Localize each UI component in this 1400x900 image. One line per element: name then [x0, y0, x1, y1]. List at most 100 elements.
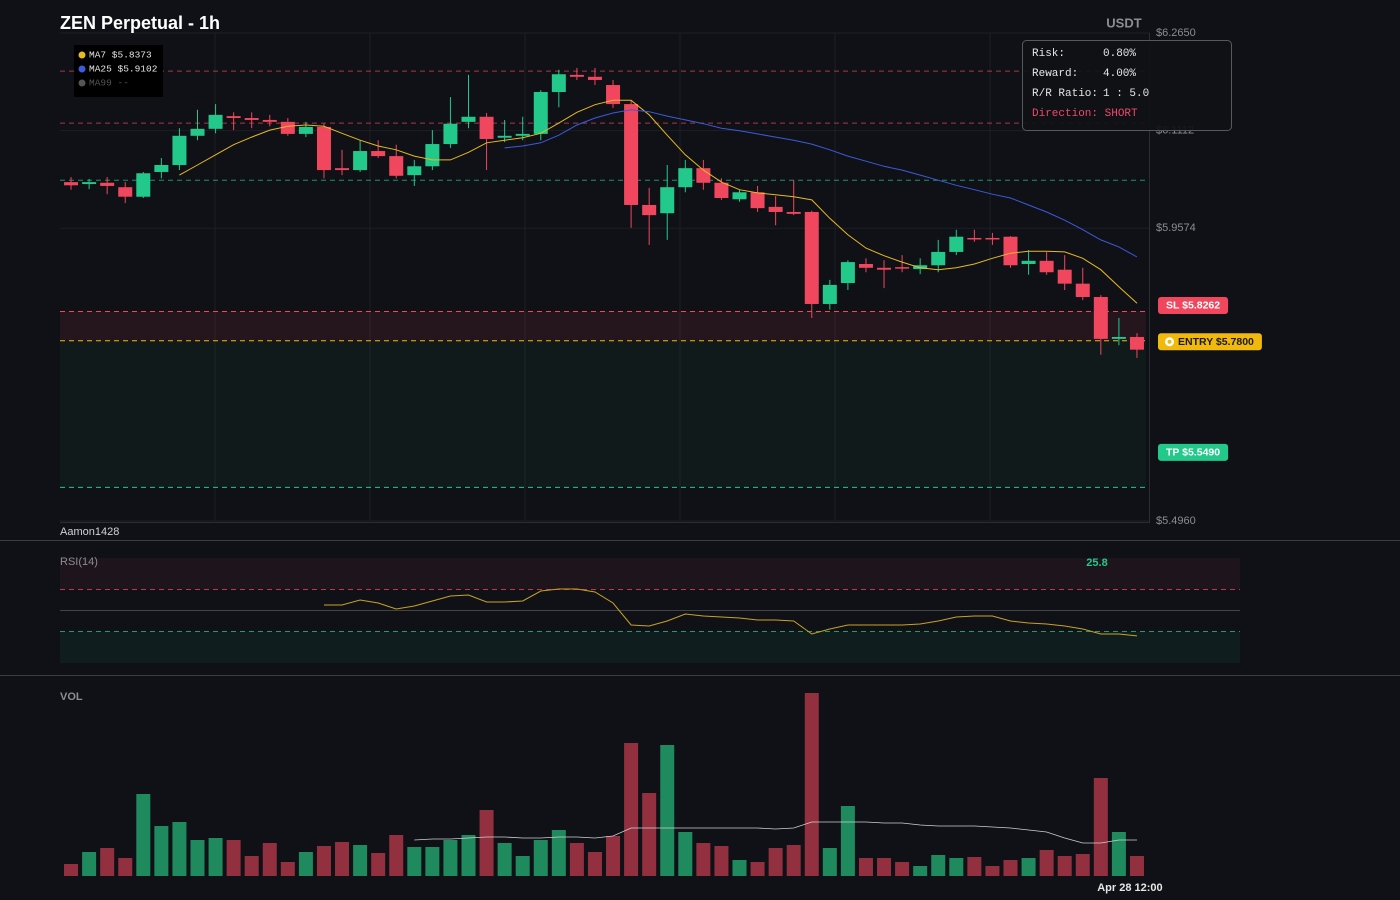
volume-bar: [154, 826, 169, 876]
candle-body: [1039, 260, 1054, 273]
candle-body: [353, 151, 368, 171]
volume-bar: [208, 838, 223, 876]
candle-body: [479, 116, 494, 139]
candle-body: [1021, 260, 1036, 264]
trade-row-value: 0.80%: [1103, 48, 1136, 60]
candle-body: [100, 182, 115, 186]
volume-bar: [877, 858, 892, 876]
legend-dot: [78, 79, 86, 87]
volume-bar: [822, 848, 837, 876]
candle-body: [298, 126, 313, 134]
volume-bar: [696, 843, 711, 876]
volume-bar: [660, 745, 675, 876]
volume-bar: [479, 810, 494, 876]
candle-body: [768, 206, 783, 212]
candle-body: [840, 262, 855, 284]
quote-currency: USDT: [1106, 15, 1141, 30]
candle-body: [551, 74, 566, 93]
volume-bar: [624, 743, 639, 876]
volume-bar: [280, 862, 295, 876]
volume-bar: [515, 856, 530, 876]
plot-area: $6.2650$6.1112$5.9574$5.4960RSI(14)25.8V…: [60, 27, 1240, 894]
trade-row-label: Reward:: [1032, 68, 1078, 80]
candle-body: [913, 265, 928, 270]
volume-bar: [244, 856, 259, 876]
rsi-zone: [60, 558, 1240, 590]
candle-body: [1075, 283, 1090, 297]
candle-body: [389, 156, 404, 176]
volume-bar: [569, 843, 584, 876]
candle-body: [497, 135, 512, 138]
candle-body: [244, 118, 259, 120]
candle-body: [1003, 236, 1018, 266]
volume-bar: [804, 693, 819, 876]
chart-title: ZEN Perpetual - 1h: [60, 13, 220, 33]
legend-label: MA99 --: [89, 78, 129, 89]
candle-body: [262, 119, 277, 122]
price-badges: SL $5.8262 ENTRY $5.7800 TP $5.5490: [1158, 296, 1262, 461]
volume-bar: [642, 793, 657, 876]
volume-bar: [895, 862, 910, 876]
candle-body: [569, 74, 584, 77]
candle-body: [895, 267, 910, 269]
candle-body: [822, 284, 837, 304]
volume-bar: [750, 862, 765, 876]
volume-bar: [298, 852, 313, 876]
candle-body: [461, 116, 476, 122]
entry-badge: [1158, 333, 1262, 351]
legend-dot: [78, 65, 86, 73]
ma-line: [504, 109, 1138, 258]
trade-row-value: 1 : 5.0: [1103, 88, 1149, 100]
volume-bar: [190, 840, 205, 876]
candle-body: [714, 182, 729, 198]
volume-bar: [949, 858, 964, 876]
candle-body: [642, 204, 657, 216]
volume-bar: [1129, 856, 1144, 876]
volume-bar: [606, 836, 621, 876]
candle-body: [335, 168, 350, 171]
candle-body: [624, 104, 639, 205]
panel-title: VOL: [60, 691, 83, 703]
volume-bar: [136, 794, 151, 876]
volume-bar: [443, 840, 458, 876]
volume-bar: [1003, 860, 1018, 876]
candle-body: [515, 133, 530, 136]
legend-box: [74, 45, 163, 97]
candle-body: [533, 92, 548, 134]
ma-line: [179, 99, 1138, 304]
candle-body: [985, 237, 1000, 240]
volume-ma-line: [414, 821, 1137, 844]
volume-bar: [118, 858, 133, 876]
candle-body: [154, 164, 169, 172]
candle-body: [587, 76, 602, 80]
volume-bar: [858, 858, 873, 876]
volume-bar: [353, 845, 368, 876]
volume-bar: [1039, 850, 1054, 876]
candle-body: [1129, 336, 1144, 350]
candle-body: [172, 135, 187, 165]
volume-bar: [1075, 854, 1090, 876]
candle-body: [425, 144, 440, 167]
tp-badge-label: TP $5.5490: [1166, 447, 1220, 459]
volume-bar: [100, 848, 115, 876]
candle-body: [82, 182, 97, 185]
volume-bar: [172, 822, 187, 876]
volume-bar: [732, 860, 747, 876]
legend-label: MA7 $5.8373: [89, 50, 152, 61]
tp-badge: [1158, 443, 1229, 461]
volume-bar: [931, 855, 946, 876]
volume-bar: [967, 857, 982, 876]
trade-row-value: 4.00%: [1103, 68, 1136, 80]
candle-body: [858, 263, 873, 268]
candle-body: [118, 187, 133, 197]
candle-body: [407, 166, 422, 176]
candle-body: [804, 211, 819, 304]
candle-body: [750, 192, 765, 209]
volume-bar: [497, 843, 512, 876]
candle-body: [64, 182, 79, 186]
entry-icon-core: [1167, 339, 1172, 344]
volume-bar: [985, 866, 1000, 876]
candle-body: [732, 192, 747, 200]
volume-bar: [82, 852, 97, 876]
